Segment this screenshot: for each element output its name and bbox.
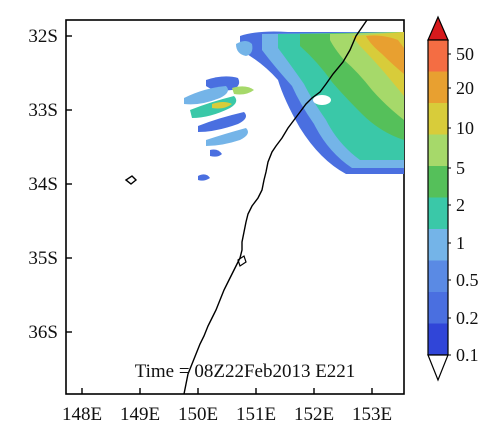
colorbar-max-arrow — [427, 15, 449, 41]
lon-label-150e: 150E — [178, 404, 218, 425]
rain-band — [184, 86, 228, 105]
rain-band — [198, 112, 246, 132]
lon-label-153e: 153E — [352, 404, 392, 425]
rain-band — [236, 41, 253, 56]
colorbar-label-0.5: 0.5 — [456, 270, 479, 290]
colorbar-label-2: 2 — [456, 195, 465, 215]
rain-band — [206, 76, 240, 91]
colorbar-label-5: 5 — [456, 158, 465, 178]
precipitation-field — [184, 31, 404, 181]
lon-label-149e: 149E — [120, 404, 160, 425]
colorbar-bin — [428, 229, 448, 261]
colorbar-bin — [428, 260, 448, 292]
rain-band — [212, 102, 232, 109]
coastline — [183, 19, 368, 395]
lat-label-36s: 36S — [28, 322, 58, 343]
colorbar-bin — [428, 292, 448, 324]
colorbar-label-20: 20 — [456, 78, 474, 98]
rain-gap — [313, 95, 331, 105]
colorbar-min-arrow — [427, 354, 449, 382]
lat-label-34s: 34S — [28, 174, 58, 195]
axis-ticks — [66, 35, 373, 394]
coastal-inlet — [237, 255, 247, 267]
colorbar-bin — [428, 40, 448, 72]
lon-label-151e: 151E — [236, 404, 276, 425]
colorbar-bin — [428, 197, 448, 229]
inland-lake — [124, 175, 138, 185]
rain-band — [206, 128, 248, 146]
colorbar-ticks — [448, 53, 451, 356]
rain-contour-10 — [366, 35, 404, 74]
colorbar-label-10: 10 — [456, 118, 474, 138]
lat-label-32s: 32S — [28, 26, 58, 47]
lon-label-152e: 152E — [294, 404, 334, 425]
lat-label-33s: 33S — [28, 100, 58, 121]
colorbar-label-50: 50 — [456, 44, 474, 64]
colorbar-bin — [428, 71, 448, 103]
colorbar-bin — [428, 323, 448, 355]
colorbar-bin — [428, 134, 448, 166]
lon-label-148e: 148E — [62, 404, 102, 425]
time-annotation: Time = 08Z22Feb2013 E221 — [135, 361, 356, 382]
colorbar-bin — [428, 166, 448, 198]
lat-label-35s: 35S — [28, 248, 58, 269]
colorbar-label-0.2: 0.2 — [456, 308, 479, 328]
rain-band — [198, 174, 210, 181]
colorbar-label-0.1: 0.1 — [456, 345, 479, 365]
rain-band — [232, 86, 254, 95]
colorbar-label-1: 1 — [456, 233, 465, 253]
rain-band — [210, 149, 222, 157]
colorbar-bin — [428, 103, 448, 135]
colorbar: 50 20 10 5 2 1 0.5 0.2 0.1 — [427, 15, 479, 382]
